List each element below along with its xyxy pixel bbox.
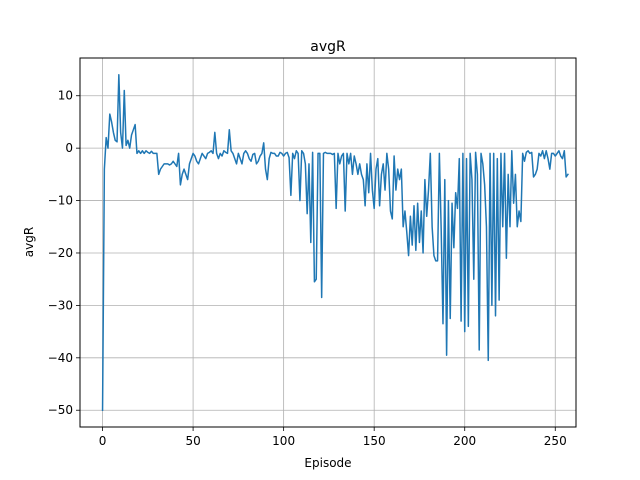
series-line-avgR (101, 74, 569, 411)
x-tick-label: 150 (363, 434, 386, 448)
x-tick-label: 50 (185, 434, 200, 448)
plot-frame (79, 57, 577, 428)
axis-ticks: 0 50 100 150 200 250 −50 −40 −30 −20 −10 0 10 (48, 89, 567, 448)
y-tick-label: 10 (58, 89, 73, 103)
x-tick-label: 100 (272, 434, 295, 448)
y-axis-label: avgR (22, 227, 36, 257)
x-axis-label: Episode (304, 456, 351, 470)
y-tick-label: −20 (48, 246, 73, 260)
x-tick-label: 250 (544, 434, 567, 448)
grid-lines (80, 58, 576, 427)
chart-title: avgR (310, 39, 346, 55)
y-tick-label: −30 (48, 298, 73, 312)
y-tick-label: 0 (65, 141, 73, 155)
y-tick-label: −50 (48, 403, 73, 417)
series-layer (101, 74, 569, 411)
y-tick-label: −10 (48, 194, 73, 208)
x-tick-label: 200 (453, 434, 476, 448)
x-tick-label: 0 (99, 434, 107, 448)
y-tick-label: −40 (48, 351, 73, 365)
